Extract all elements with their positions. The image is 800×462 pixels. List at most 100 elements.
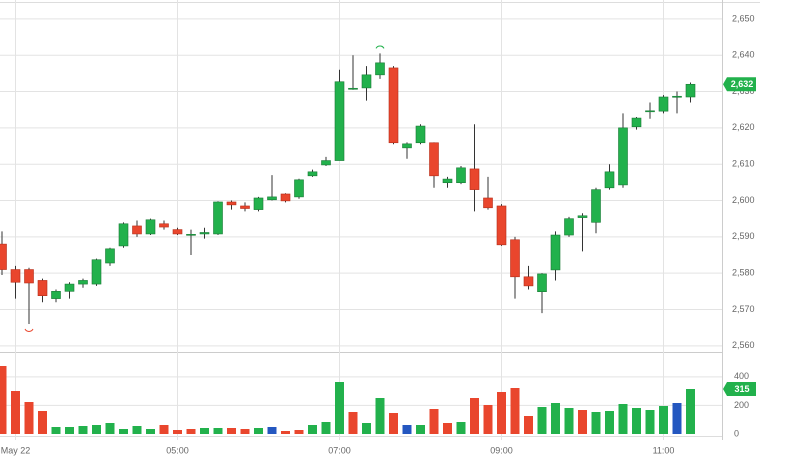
volume-bar [159, 425, 169, 434]
candle-body [0, 243, 7, 270]
volume-bar [605, 411, 614, 434]
volume-bar [0, 366, 7, 434]
y-tick-label: 2,600 [732, 195, 755, 205]
candle-body [145, 219, 156, 235]
volume-bar [240, 429, 250, 434]
candle [24, 267, 34, 325]
candle-body [118, 223, 129, 247]
candle-body [213, 201, 223, 235]
volume-bar [483, 405, 493, 434]
candle [510, 236, 520, 299]
x-tick-label: 11:00 [653, 445, 675, 455]
candle [483, 176, 493, 210]
volume-bar [456, 422, 466, 434]
candle [375, 53, 385, 79]
volume-bar [119, 429, 128, 434]
candle-body [429, 142, 439, 177]
y-tick-label: 2,560 [732, 340, 755, 350]
candle [240, 202, 250, 212]
candle [564, 216, 574, 237]
candle [348, 55, 358, 90]
volume-bar [92, 425, 101, 434]
candle [213, 201, 223, 236]
volume-bar [659, 406, 668, 434]
candle-body [631, 117, 642, 128]
x-tick-label: 05:00 [166, 445, 189, 455]
volume-bar [686, 389, 695, 434]
last-price-box [723, 77, 756, 92]
volume-bar [618, 404, 628, 434]
candle [685, 82, 696, 103]
candle [523, 265, 534, 290]
candle-body [483, 197, 493, 209]
volume-bar [267, 427, 277, 434]
last-price-label: 2,632 [731, 79, 754, 89]
candle [91, 258, 102, 286]
y2-tick-label: 200 [734, 400, 749, 410]
candle [415, 124, 426, 145]
candle [604, 164, 615, 190]
candle-body [510, 239, 520, 278]
candle [145, 218, 156, 236]
candle-body [267, 196, 277, 201]
candle [105, 247, 115, 266]
candle [456, 166, 466, 185]
volume-bar [78, 426, 88, 434]
candle [159, 220, 169, 230]
volume-bar [389, 413, 398, 434]
candle [361, 66, 372, 101]
volume-bar [645, 410, 655, 434]
volume-bar [294, 430, 304, 434]
candle [37, 278, 48, 303]
candle [321, 156, 331, 167]
volume-bar [281, 431, 290, 434]
candle-body [591, 189, 601, 223]
volume-bar [335, 382, 344, 434]
candle-body [199, 232, 210, 235]
candle [402, 142, 412, 159]
candle [253, 196, 264, 212]
candle-body [469, 168, 480, 190]
y-tick-label: 2,620 [732, 122, 755, 132]
candle-body [24, 269, 34, 284]
candle [550, 231, 561, 281]
volume-bar [551, 403, 560, 434]
candle [307, 169, 318, 177]
candle [118, 222, 129, 248]
volume-bar [429, 409, 439, 434]
candle-body [456, 167, 466, 184]
candle [199, 227, 210, 239]
volume-bar [672, 403, 682, 434]
volume-bar [591, 412, 601, 434]
candle-body [658, 96, 669, 112]
candle [672, 91, 682, 114]
candle [186, 229, 196, 256]
y-tick-label: 2,640 [732, 50, 755, 60]
candle-body [64, 283, 75, 292]
volume-bar [375, 398, 385, 434]
volume-bar [24, 402, 34, 434]
volume-bar [537, 407, 547, 434]
candle [388, 66, 399, 145]
volume-bar [200, 428, 209, 434]
candle-body [186, 234, 196, 236]
candle-body [537, 273, 547, 292]
candle-body [132, 225, 142, 235]
candle-body [51, 291, 61, 299]
volume-bar [510, 388, 520, 434]
volume-bar [146, 429, 155, 434]
low-marker [24, 328, 34, 332]
candle-body [442, 178, 453, 184]
candle-body [253, 197, 264, 210]
candle-body [78, 280, 88, 285]
volume-bar [65, 427, 74, 434]
candle [51, 289, 61, 303]
candle-body [37, 280, 48, 296]
candle [631, 116, 642, 130]
candle [591, 187, 601, 234]
candle [0, 231, 7, 275]
candle-body [361, 74, 372, 89]
volume-bar [132, 426, 142, 434]
candle-body [105, 248, 115, 264]
candle [618, 113, 628, 188]
